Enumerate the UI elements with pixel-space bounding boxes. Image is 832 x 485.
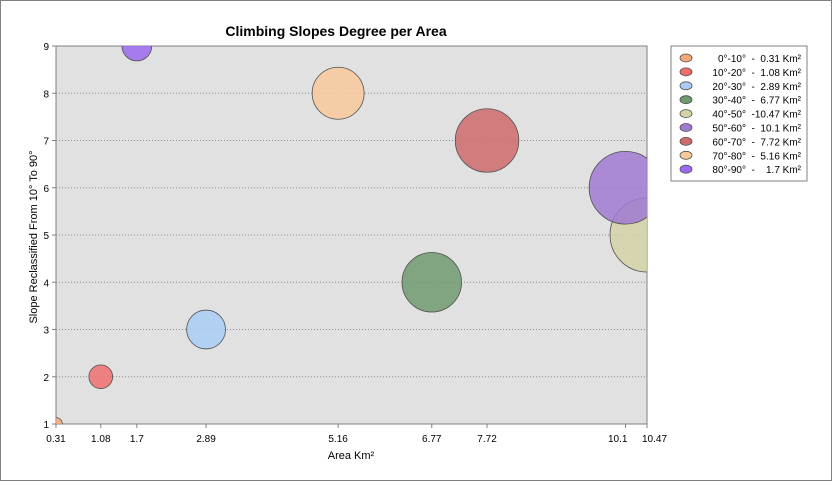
bubble bbox=[401, 252, 462, 313]
legend-swatch bbox=[679, 150, 693, 160]
x-tick-label: 1.7 bbox=[130, 434, 144, 445]
legend-label: 60°-70° - 7.72 Km² bbox=[712, 137, 801, 148]
legend-label: 50°-60° - 10.1 Km² bbox=[712, 124, 801, 135]
bubble-layer bbox=[56, 46, 647, 424]
x-tick-label: 0.31 bbox=[46, 434, 66, 445]
legend-swatch bbox=[679, 67, 693, 77]
legend-box bbox=[670, 45, 808, 182]
bubble bbox=[56, 417, 63, 424]
y-tick-label: 1 bbox=[43, 420, 49, 431]
y-axis-label: Slope Reclassified From 10° To 90° bbox=[28, 150, 40, 323]
legend-swatch bbox=[679, 164, 693, 174]
x-axis-label: Area Km² bbox=[328, 450, 375, 462]
y-tick-label: 4 bbox=[43, 278, 49, 289]
x-tick-label: 6.77 bbox=[422, 434, 442, 445]
legend-swatch bbox=[679, 53, 693, 63]
bubble bbox=[311, 66, 365, 120]
x-tick-label: 10.47 bbox=[642, 434, 667, 445]
legend-label: 80°-90° - 1.7 Km² bbox=[712, 165, 801, 176]
legend-label: 20°-30° - 2.89 Km² bbox=[712, 82, 801, 93]
bubble bbox=[88, 364, 114, 390]
x-tick-label: 5.16 bbox=[328, 434, 348, 445]
x-tick-label: 1.08 bbox=[91, 434, 111, 445]
legend-label: 30°-40° - 6.77 Km² bbox=[712, 96, 801, 107]
legend-label: 10°-20° - 1.08 Km² bbox=[712, 68, 801, 79]
x-tick-label: 7.72 bbox=[477, 434, 497, 445]
bubble bbox=[454, 108, 520, 173]
y-tick-label: 9 bbox=[43, 42, 49, 53]
legend-swatch bbox=[679, 95, 693, 105]
legend-label: 0°-10° - 0.31 Km² bbox=[718, 54, 802, 65]
legend: 0°-10° - 0.31 Km² 10°-20° - 1.08 Km² 20°-3… bbox=[679, 53, 802, 176]
legend-swatch bbox=[679, 136, 693, 146]
legend-swatch bbox=[679, 109, 693, 118]
y-tick-label: 7 bbox=[43, 137, 49, 148]
legend-swatch bbox=[679, 81, 693, 91]
y-axis-ticks: 1 2 3 4 5 6 7 8 9 bbox=[43, 42, 56, 431]
x-axis-ticks: 0.31 1.08 1.7 2.89 5.16 6.77 7.72 10.1 10.47 bbox=[46, 424, 667, 445]
bubble bbox=[186, 309, 226, 350]
y-tick-label: 3 bbox=[43, 326, 49, 337]
bubble bbox=[588, 151, 647, 225]
legend-label: 70°-80° - 5.16 Km² bbox=[712, 151, 801, 162]
x-tick-label: 10.1 bbox=[608, 434, 628, 445]
chart-title: Climbing Slopes Degree per Area bbox=[225, 23, 446, 39]
grid-lines bbox=[56, 92, 647, 378]
y-tick-label: 8 bbox=[43, 89, 49, 100]
y-tick-label: 2 bbox=[43, 373, 49, 384]
bubble bbox=[121, 46, 153, 62]
legend-label: 40°-50° -10.47 Km² bbox=[712, 110, 801, 121]
legend-swatch bbox=[679, 123, 693, 132]
y-tick-label: 6 bbox=[43, 184, 49, 195]
x-tick-label: 2.89 bbox=[196, 434, 216, 445]
y-tick-label: 5 bbox=[43, 231, 49, 242]
